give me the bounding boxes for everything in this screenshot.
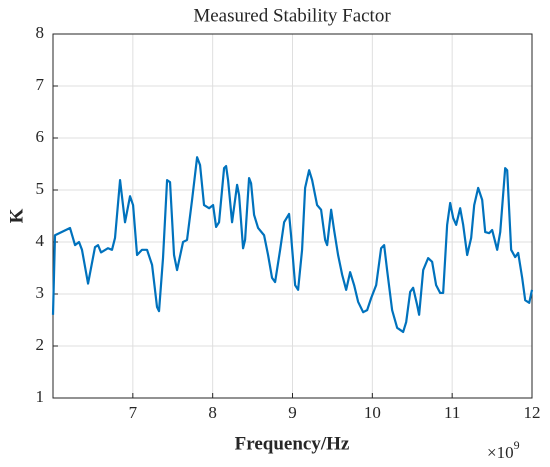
y-tick-label: 7 (36, 75, 45, 94)
x-tick-label: 12 (524, 403, 541, 422)
y-axis-label: K (6, 208, 27, 223)
y-tick-label: 3 (36, 283, 45, 302)
data-line (51, 156, 534, 334)
y-tick-label: 4 (36, 231, 45, 250)
y-tick-label: 2 (36, 335, 45, 354)
plot-frame (52, 33, 533, 399)
x-tick-label: 11 (444, 403, 460, 422)
y-tick-label: 8 (36, 23, 45, 42)
x-tick-label: 8 (208, 403, 217, 422)
y-tick-label: 6 (36, 127, 45, 146)
x-tick-label: 9 (288, 403, 297, 422)
x-axis-label: Frequency/Hz (235, 433, 350, 454)
x-multiplier: ×109 (487, 438, 520, 462)
y-tick-label: 5 (36, 179, 45, 198)
y-tick-label: 1 (36, 387, 45, 406)
x-tick-label: 7 (129, 403, 138, 422)
chart-title: Measured Stability Factor (193, 5, 391, 26)
multiplier-base: ×10 (487, 443, 514, 462)
multiplier-exponent: 9 (514, 438, 520, 452)
x-tick-label: 10 (364, 403, 381, 422)
